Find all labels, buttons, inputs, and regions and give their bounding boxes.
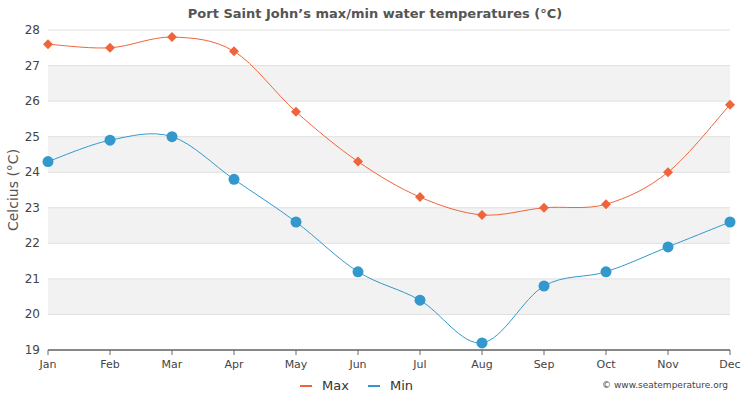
y-tick-label: 24 [25,165,40,179]
x-tick-label: May [285,358,308,371]
plot-area [43,32,736,348]
marker [663,167,673,177]
marker [725,100,735,110]
x-tick [482,350,483,355]
y-tick-label: 22 [25,236,40,250]
marker [477,210,487,220]
x-tick [110,350,111,355]
grid-line [48,314,730,315]
y-tick-label: 21 [25,272,40,286]
x-tick-label: Jun [348,358,366,371]
title: Port Saint John’s max/min water temperat… [188,6,562,21]
x-tick-label: Oct [596,358,616,371]
grid-band [48,137,730,173]
series-line [48,37,730,215]
marker [229,46,239,56]
y-tick-label: 28 [25,23,40,37]
legend-label: Min [390,378,413,393]
marker [601,199,611,209]
marker [229,174,240,185]
x-tick [544,350,545,355]
marker [353,266,364,277]
marker [601,266,612,277]
x-tick [420,350,421,355]
y-tick-label: 27 [25,59,40,73]
legend-swatch [368,385,380,387]
marker [291,217,302,228]
grid-band [48,279,730,315]
legend-label: Max [322,378,349,393]
marker [43,156,54,167]
x-tick [234,350,235,355]
x-tick [172,350,173,355]
y-tick-label: 20 [25,307,40,321]
x-tick [668,350,669,355]
grid-band [48,66,730,102]
marker [105,43,115,53]
x-tick-label: Jul [412,358,426,371]
marker [725,217,736,228]
legend-swatch [300,385,312,387]
chart: Port Saint John’s max/min water temperat… [0,0,750,400]
marker [43,39,53,49]
y-tick-label: 23 [25,201,40,215]
x-axis [48,349,730,351]
x-tick [358,350,359,355]
marker [539,281,550,292]
x-tick [606,350,607,355]
grid-line [48,350,730,351]
credit: © www.seatemperature.org [602,380,728,390]
marker [415,192,425,202]
x-tick-label: Nov [657,358,679,371]
marker [291,107,301,117]
marker [415,295,426,306]
x-tick-label: Feb [100,358,119,371]
series-line [48,134,730,343]
y-axis-label: Celcius (°C) [5,149,21,231]
grid-line [48,101,730,102]
x-tick [730,350,731,355]
y-tick-label: 25 [25,130,40,144]
marker [539,203,549,213]
x-tick-label: Jan [39,358,57,371]
grid-line [48,136,730,137]
grid-line [48,243,730,244]
x-tick-label: Sep [534,358,555,371]
x-tick-label: Dec [719,358,740,371]
x-tick [48,350,49,355]
x-tick [296,350,297,355]
marker [105,135,116,146]
marker [353,157,363,167]
x-tick-label: Apr [224,358,244,371]
grid-line [48,30,730,31]
marker [167,32,177,42]
grid-band [48,208,730,244]
y-tick-label: 26 [25,94,40,108]
marker [477,337,488,348]
y-tick-label: 19 [25,343,40,357]
grid-line [48,207,730,208]
marker [167,131,178,142]
grid-line [48,172,730,173]
x-tick-label: Aug [471,358,492,371]
x-tick-label: Mar [162,358,183,371]
marker [663,241,674,252]
grid-line [48,65,730,66]
grid-line [48,278,730,279]
